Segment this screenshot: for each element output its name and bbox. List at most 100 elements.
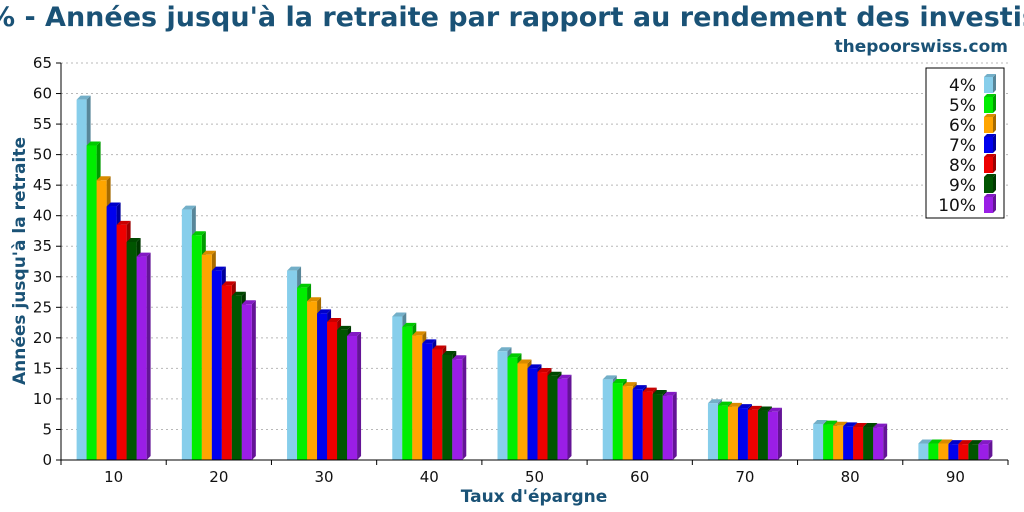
bar-front xyxy=(497,351,508,460)
legend-item: 7% xyxy=(949,134,996,156)
bar xyxy=(767,407,782,460)
bar-front xyxy=(968,444,979,460)
y-tick-label: 25 xyxy=(33,298,52,316)
bar-top xyxy=(727,402,742,407)
bar-top xyxy=(978,440,993,445)
bar-top xyxy=(412,331,427,336)
x-axis-title: Taux d'épargne xyxy=(461,487,608,507)
bar-top xyxy=(317,309,332,314)
bar-top xyxy=(347,332,362,337)
y-tick-label: 15 xyxy=(33,359,52,377)
bar-top xyxy=(297,283,312,288)
legend-swatch-top xyxy=(984,74,996,77)
bar xyxy=(347,332,362,460)
bar-front xyxy=(833,425,844,460)
bar-top xyxy=(307,297,322,302)
legend-label: 9% xyxy=(949,176,976,196)
bar-top xyxy=(106,202,121,207)
bar-top xyxy=(853,423,868,428)
bar xyxy=(241,300,256,460)
bar-front xyxy=(507,357,518,460)
bar-front xyxy=(106,206,117,460)
bar-top xyxy=(632,385,647,390)
legend-item: 6% xyxy=(949,114,996,136)
y-tick-label: 5 xyxy=(42,420,52,438)
bar xyxy=(978,440,993,460)
bar-front xyxy=(737,408,748,460)
bar-front xyxy=(918,443,929,460)
y-tick-label: 55 xyxy=(33,115,52,133)
bar-top xyxy=(707,399,722,404)
legend-swatch xyxy=(984,197,993,213)
bar-top xyxy=(833,421,848,426)
legend-swatch-top xyxy=(984,94,996,97)
bar-top xyxy=(442,350,457,355)
x-tick-label: 40 xyxy=(420,468,439,486)
y-tick-label: 60 xyxy=(33,85,52,103)
bar-top xyxy=(287,266,302,271)
bar-front xyxy=(287,270,298,460)
legend: 4%5%6%7%8%9%10% xyxy=(925,67,1005,219)
bar-top xyxy=(918,439,933,444)
bar-front xyxy=(231,295,242,460)
bar-front xyxy=(307,301,318,460)
bar xyxy=(662,391,677,460)
x-tick-label: 70 xyxy=(735,468,754,486)
bar-front xyxy=(392,316,403,460)
bar-top xyxy=(652,390,667,395)
legend-swatch-side xyxy=(993,94,996,113)
bar-side xyxy=(462,355,467,460)
bar-front xyxy=(116,224,127,460)
bar-top xyxy=(537,368,552,373)
x-tick-label: 50 xyxy=(525,468,544,486)
bar xyxy=(557,374,572,460)
bar-front xyxy=(863,427,874,460)
x-tick-label: 90 xyxy=(946,468,965,486)
bar-side xyxy=(988,440,993,460)
y-tick-label: 50 xyxy=(33,146,52,164)
x-tick-label: 30 xyxy=(315,468,334,486)
bar-top xyxy=(181,205,196,210)
bar-top xyxy=(662,391,677,396)
bar-front xyxy=(843,426,854,460)
bar-front xyxy=(347,336,358,460)
bar-top xyxy=(221,281,236,286)
bar-top xyxy=(863,423,878,428)
bar-front xyxy=(652,394,663,460)
bar-front xyxy=(221,285,232,460)
bar-top xyxy=(843,422,858,427)
legend-swatch-side xyxy=(993,154,996,173)
bar-front xyxy=(632,389,643,460)
legend-swatch-side xyxy=(993,74,996,93)
bar-front xyxy=(126,241,137,460)
y-tick-label: 20 xyxy=(33,329,52,347)
bar-top xyxy=(136,252,151,257)
bar xyxy=(873,423,888,460)
legend-label: 10% xyxy=(938,196,976,216)
bar-side xyxy=(251,300,256,460)
bar-top xyxy=(527,364,542,369)
bar-top xyxy=(602,375,617,380)
bar-top xyxy=(241,300,256,305)
bar-top xyxy=(547,371,562,376)
bar-front xyxy=(662,395,673,460)
bar-top xyxy=(948,440,963,445)
bar-front xyxy=(767,411,778,460)
bar-front xyxy=(642,391,653,460)
bar-front xyxy=(517,363,528,460)
bar-front xyxy=(948,444,959,460)
legend-swatch xyxy=(984,177,993,193)
bar-front xyxy=(452,359,463,460)
bars xyxy=(76,95,993,461)
bar-front xyxy=(412,335,423,460)
bar-top xyxy=(717,401,732,406)
bar-front xyxy=(432,349,443,460)
bar-top xyxy=(201,250,216,255)
bar-top xyxy=(327,317,342,322)
bar-front xyxy=(873,427,884,460)
source-label: thepoorswiss.com xyxy=(835,37,1009,57)
bar-front xyxy=(241,304,252,460)
legend-label: 7% xyxy=(949,136,976,156)
legend-swatch-side xyxy=(993,134,996,153)
